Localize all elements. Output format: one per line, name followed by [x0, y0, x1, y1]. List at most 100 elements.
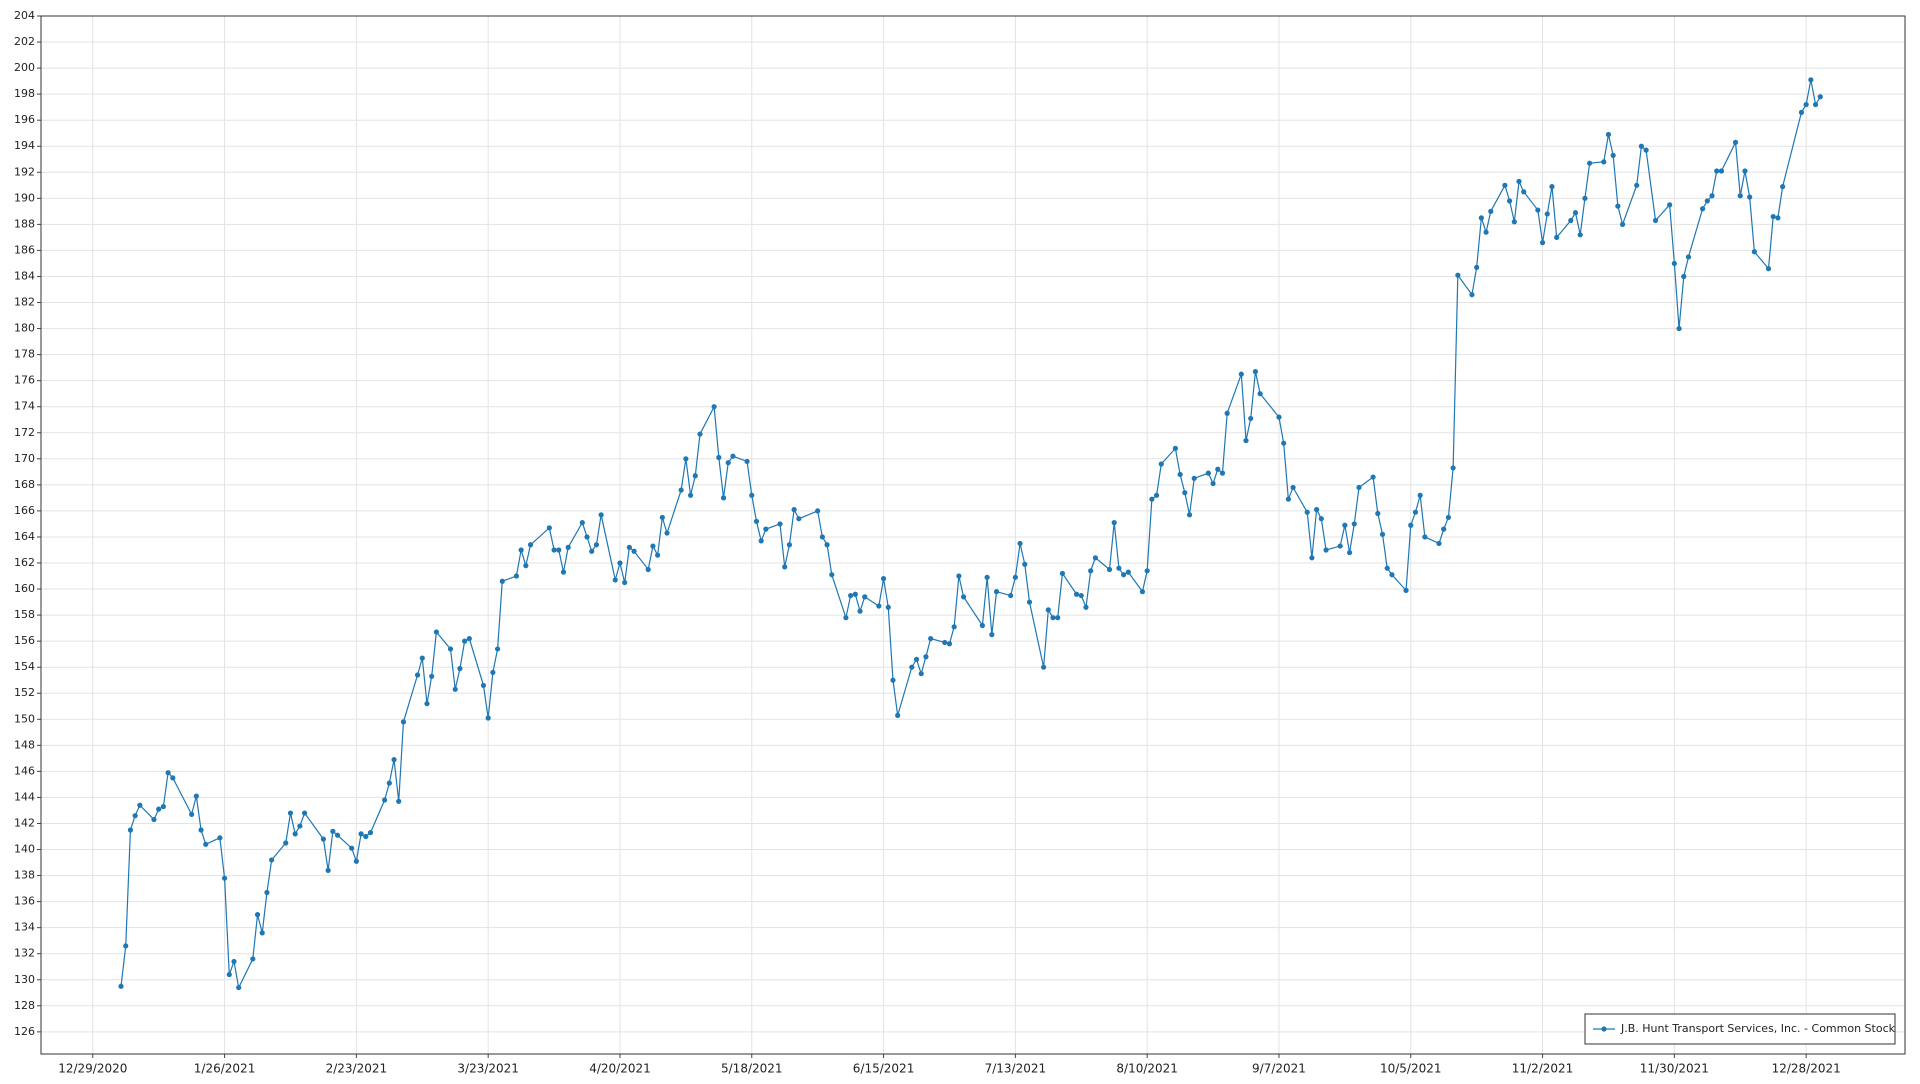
data-point [617, 560, 623, 566]
data-point [320, 836, 327, 842]
data-point [1808, 77, 1814, 83]
data-point [1012, 574, 1018, 580]
data-point [160, 803, 166, 810]
data-point [593, 542, 600, 548]
y-tick-label: 194 [14, 139, 35, 152]
data-point [518, 547, 524, 553]
data-point [189, 811, 195, 817]
data-point [1770, 213, 1776, 220]
data-point [843, 615, 849, 621]
data-point [622, 579, 628, 586]
x-tick-label: 4/20/2021 [589, 1062, 651, 1076]
y-tick-label: 158 [14, 608, 35, 621]
data-point [1681, 273, 1687, 280]
data-point [1149, 496, 1155, 502]
data-point [928, 635, 934, 642]
data-point [259, 930, 265, 936]
data-point [1619, 221, 1626, 227]
data-point [137, 802, 143, 808]
data-point [1521, 189, 1527, 195]
data-point [1186, 512, 1193, 518]
y-tick-label: 176 [14, 374, 35, 387]
data-point [1780, 184, 1786, 190]
data-point [490, 669, 496, 676]
data-point [1732, 139, 1739, 145]
data-point [132, 813, 138, 819]
data-point [1667, 202, 1673, 208]
data-point [1323, 547, 1329, 553]
x-tick-label: 12/29/2020 [58, 1062, 127, 1076]
data-point [1568, 217, 1574, 224]
y-tick-label: 150 [14, 712, 35, 725]
data-point [631, 548, 637, 554]
legend-box [1584, 1013, 1896, 1045]
y-tick-label: 138 [14, 869, 35, 882]
data-point [923, 654, 929, 660]
y-tick-label: 130 [14, 973, 35, 986]
data-point [758, 538, 764, 544]
data-point [1191, 475, 1197, 481]
data-point [447, 646, 454, 652]
y-tick-label: 200 [14, 61, 35, 74]
y-tick-label: 160 [14, 582, 35, 595]
data-point [1106, 566, 1113, 573]
data-point [1685, 254, 1692, 260]
data-point [862, 594, 868, 600]
data-point [414, 672, 421, 678]
data-point [264, 889, 270, 896]
x-tick-label: 12/28/2021 [1772, 1062, 1841, 1076]
data-point [1507, 198, 1513, 204]
data-point [720, 495, 727, 501]
data-point [1516, 178, 1522, 185]
data-point [1384, 565, 1390, 571]
data-point [1059, 570, 1066, 577]
data-point [170, 775, 176, 781]
data-point [786, 542, 793, 548]
data-point [1379, 531, 1386, 537]
data-point [1337, 543, 1343, 549]
y-tick-label: 198 [14, 87, 35, 100]
data-point [429, 673, 435, 679]
data-point [579, 520, 585, 526]
data-point [1587, 160, 1593, 166]
data-point [1718, 168, 1725, 174]
data-point [151, 816, 157, 823]
x-tick-label: 10/5/2021 [1380, 1062, 1442, 1076]
data-point [396, 798, 402, 804]
data-point [951, 624, 957, 630]
y-tick-label: 172 [14, 426, 35, 439]
data-point [226, 971, 232, 978]
data-point [918, 671, 924, 677]
data-point [880, 576, 887, 582]
data-point [1205, 470, 1211, 476]
y-tick-label: 188 [14, 217, 35, 230]
data-point [626, 544, 632, 550]
data-point [1248, 415, 1254, 422]
data-point [1125, 569, 1131, 575]
data-point [1610, 152, 1616, 158]
y-tick-label: 146 [14, 764, 35, 777]
legend-label: J.B. Hunt Transport Services, Inc. - Com… [1620, 1022, 1896, 1035]
data-point [118, 983, 124, 989]
data-point [123, 943, 129, 949]
data-point [913, 656, 920, 662]
y-tick-label: 190 [14, 191, 35, 204]
data-point [909, 664, 915, 670]
data-point [363, 833, 369, 840]
y-tick-label: 186 [14, 243, 35, 256]
y-tick-label: 184 [14, 269, 35, 282]
data-point [1116, 565, 1122, 571]
data-point [815, 508, 821, 514]
y-tick-label: 180 [14, 322, 35, 335]
y-tick-label: 140 [14, 843, 35, 856]
data-point [725, 460, 731, 466]
data-point [353, 858, 359, 864]
x-tick-label: 11/30/2021 [1640, 1062, 1709, 1076]
data-point [598, 512, 604, 518]
data-point [1182, 490, 1188, 496]
y-tick-label: 162 [14, 556, 35, 569]
data-point [1474, 264, 1480, 270]
data-point [1704, 198, 1710, 204]
data-point [250, 956, 256, 962]
data-point [744, 458, 750, 465]
